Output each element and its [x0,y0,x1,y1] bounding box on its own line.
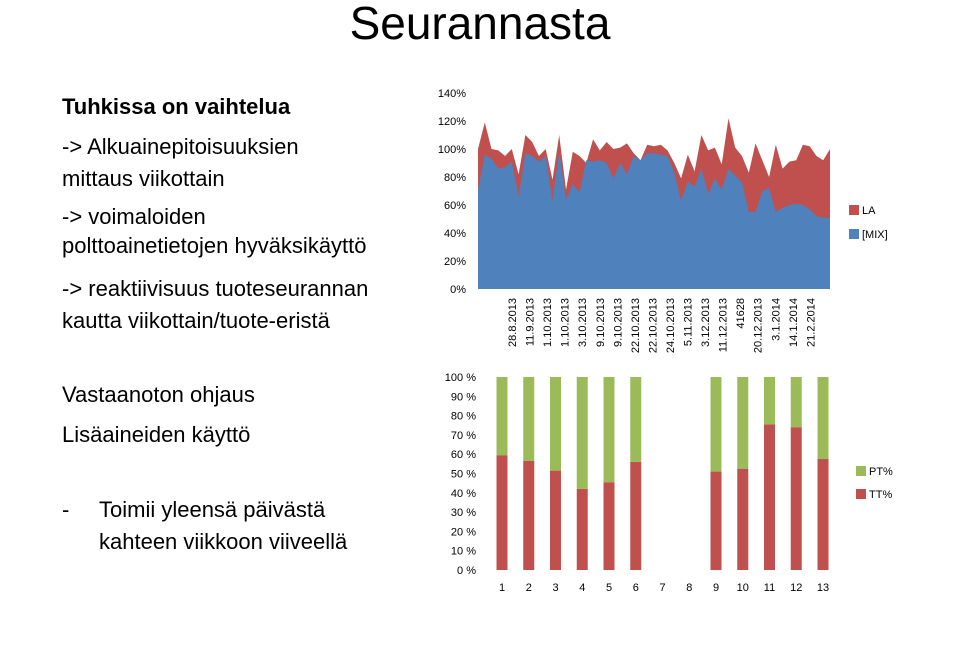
bar-tt [603,482,615,570]
x-tick-label: 9.10.2013 [612,298,624,347]
bar-pt [737,377,749,469]
x-tick-label: 24.10.2013 [665,298,677,353]
x-tick-label: 1.10.2013 [542,298,554,347]
y-tick-label: 60% [444,200,466,212]
x-tick-label: 14.1.2014 [788,298,800,347]
x-tick-label: 21.2.2014 [805,298,817,347]
x-tick-label: 10 [737,582,749,594]
bar-pt [710,377,722,472]
x-tick-label: 1 [499,582,505,594]
y-tick-label: 50 % [451,469,476,481]
x-tick-label: 9 [713,582,719,594]
y-tick-label: 100 % [445,372,476,384]
legend-swatch [856,466,866,476]
bar-tt [550,470,561,570]
bar-tt [817,459,829,570]
y-tick-label: 100% [438,144,466,156]
x-tick-label: 11 [764,582,775,594]
y-tick-label: 90 % [451,391,476,403]
x-tick-label: 28.8.2013 [507,298,519,347]
subheading: Lisäaineiden käyttö [62,422,251,447]
bar-pt [817,377,829,460]
section-heading: Tuhkissa on vaihtelua [62,94,291,119]
y-tick-label: 80 % [451,411,476,423]
x-tick-label: 5 [606,582,612,594]
bar-pt [576,377,588,489]
x-tick-label: 12 [790,582,802,594]
text-line: kautta viikottain/tuote-eristä [62,308,330,333]
legend-swatch [849,205,859,215]
bullet-text: Toimii yleensä päivästä [99,497,326,522]
x-tick-label: 3 [552,582,558,594]
bar-tt [576,488,588,570]
page-title: Seurannasta [349,0,611,49]
legend-label: TT% [869,489,892,501]
bar-tt [764,424,775,570]
x-tick-label: 4 [579,582,585,594]
bullet-dash: - [62,497,70,522]
y-tick-label: 40 % [451,488,476,500]
y-tick-label: 40% [444,228,466,240]
legend-swatch [849,229,859,239]
bar-pt [603,377,615,483]
x-tick-label: 41628 [735,298,747,329]
x-tick-label: 3.10.2013 [577,298,589,347]
y-tick-label: 140% [438,88,466,100]
x-tick-label: 22.10.2013 [630,298,642,353]
x-tick-label: 3.1.2014 [770,298,782,341]
y-tick-label: 120% [438,116,466,128]
area-series-mix [478,151,830,289]
subheading: Vastaanoton ohjaus [62,382,255,407]
y-tick-label: 0% [450,284,466,296]
bullet-text: kahteen viikkoon viiveellä [99,529,348,554]
bar-tt [790,427,802,570]
y-tick-label: 20% [444,256,466,268]
x-tick-label: 6 [633,582,639,594]
legend-swatch [856,489,866,499]
bar-pt [496,377,508,456]
x-tick-label: 22.10.2013 [647,298,659,353]
bar-tt [737,468,749,570]
x-tick-label: 7 [659,582,665,594]
x-tick-label: 8 [686,582,692,594]
text-line: mittaus viikottain [62,166,225,191]
legend-label: PT% [869,466,893,478]
bar-pt [764,377,775,425]
x-tick-label: 9.10.2013 [595,298,607,347]
x-tick-label: 5.11.2013 [683,298,695,346]
x-tick-label: 13 [817,582,829,594]
y-tick-label: 0 % [457,565,476,577]
bar-pt [790,377,802,428]
text-line: -> reaktiivisuus tuoteseurannan [62,276,369,301]
y-tick-label: 30 % [451,507,476,519]
area-chart: 140% 120% 100% 80% 60% 40% 20% 0% 28.8.2013 11.9.… [438,88,888,353]
x-tick-label: 11.9.2013 [525,298,537,346]
bar-pt [630,377,642,462]
bar-tt [630,461,642,570]
x-tick-label: 11.12.2013 [718,298,730,352]
text-line: polttoainetietojen hyväksikäyttö [62,233,367,258]
y-tick-label: 10 % [451,546,476,558]
bar-pt [523,377,535,461]
y-tick-label: 20 % [451,526,476,538]
text-line: -> voimaloiden [62,204,206,229]
y-tick-label: 60 % [451,449,476,461]
bar-tt [710,471,722,570]
y-tick-label: 70 % [451,430,476,442]
y-tick-label: 80% [444,172,466,184]
legend-label: LA [862,205,876,217]
x-tick-label: 3.12.2013 [700,298,712,347]
bar-tt [523,460,535,570]
bar-pt [550,377,561,471]
x-tick-label: 2 [526,582,532,594]
legend-label: [MIX] [862,229,888,241]
x-tick-label: 1.10.2013 [560,298,572,347]
x-tick-label: 20.12.2013 [753,298,765,353]
bar-tt [496,455,508,570]
text-line: -> Alkuainepitoisuuksien [62,134,299,159]
